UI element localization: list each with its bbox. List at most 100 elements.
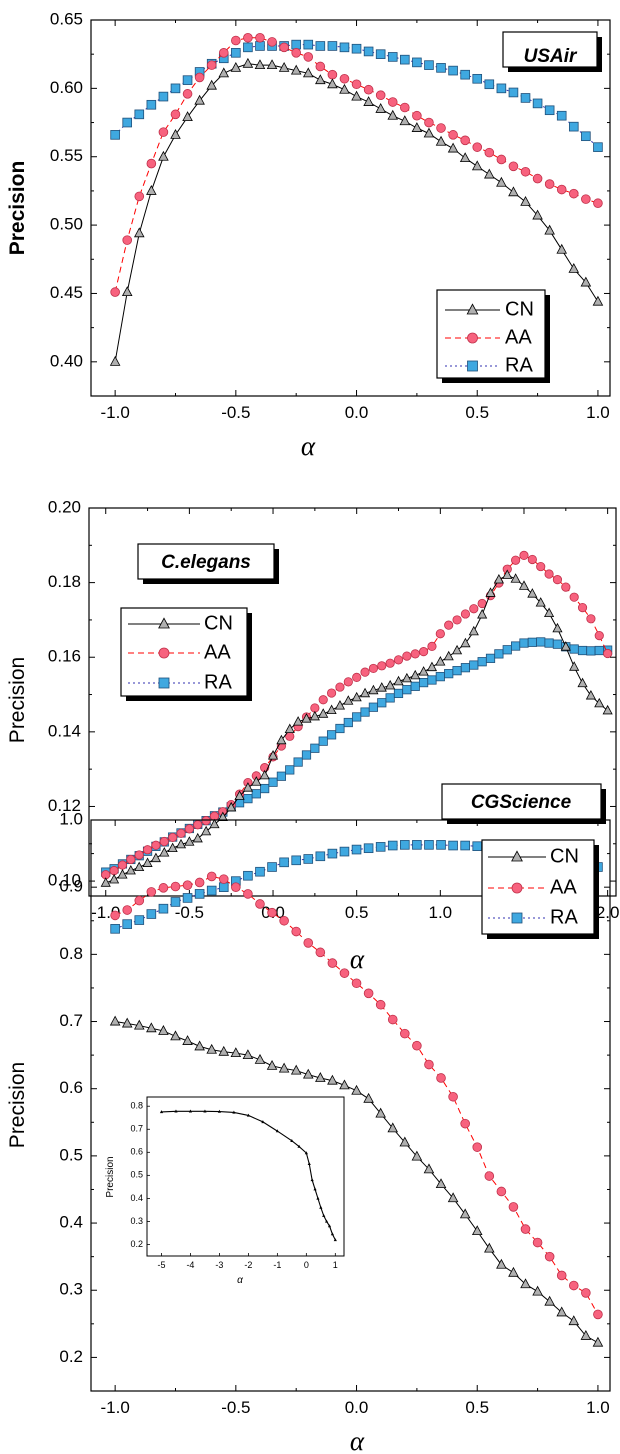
cgscience-legend-cn: CN: [550, 845, 579, 867]
celegans-ra-point: [377, 698, 387, 708]
cgscience-cn-point: [423, 1163, 435, 1174]
usair-cn-point: [218, 67, 230, 78]
cgscience-cn-point: [399, 1136, 411, 1147]
celegans-cn-point: [569, 661, 580, 671]
usair-aa-point: [134, 191, 145, 202]
celegans-ra-point: [444, 669, 454, 679]
celegans-aa-point: [586, 614, 596, 624]
cgscience-ra-point: [412, 840, 422, 850]
cgscience-axes-box: [90, 819, 611, 1392]
cgscience-ra-point: [460, 840, 470, 851]
cgscience-cn-point: [351, 1084, 362, 1095]
usair-aa-point: [231, 35, 241, 46]
cgscience-ra-point: [400, 840, 410, 850]
panel-cgscience: -1.0 -0.5 0.0 0.5 1.0 0.2 0.3 0.4 0.5 0.6 0.7 0.8 0.…: [6, 783, 611, 1454]
cgscience-cn-point: [496, 1258, 507, 1269]
inset-point: [203, 1109, 207, 1113]
cgscience-aa-point: [170, 881, 181, 892]
usair-cn-point: [544, 224, 555, 235]
cgscience-aa-line: [114, 875, 599, 1315]
usair-aa-point: [339, 73, 350, 84]
cgscience-cn-point: [194, 1040, 205, 1051]
celegans-cn-point: [309, 710, 320, 721]
cgscience-aa-point: [484, 1171, 495, 1181]
inset-point: [325, 1219, 329, 1223]
celegans-aa-point: [402, 651, 412, 661]
celegans-cn-point: [544, 607, 555, 617]
inset-point: [330, 1232, 335, 1236]
celegans-cn-point: [175, 838, 187, 849]
celegans-aa-point: [134, 850, 144, 860]
usair-aa-point: [122, 235, 133, 245]
celegans-ra-point: [368, 702, 379, 712]
usair-cn-point: [290, 64, 302, 75]
celegans-aa-point: [117, 860, 128, 870]
y-tick-label: 0.40: [50, 351, 83, 370]
legend-marker-ra: [158, 677, 170, 689]
usair-cn-point: [133, 227, 145, 238]
celegans-aa-point: [435, 629, 445, 639]
celegans-ra-point: [293, 757, 303, 767]
usair-cn-point: [580, 276, 592, 287]
usair-ra-point: [581, 131, 591, 142]
celegans-aa-point: [184, 824, 194, 834]
celegans-aa-point: [201, 816, 211, 826]
usair-cn-point: [109, 355, 121, 366]
cgscience-tag-box: CGScience: [441, 783, 606, 824]
celegans-cn-point: [276, 734, 287, 745]
celegans-cn-point: [477, 609, 488, 619]
usair-ra-point: [231, 48, 241, 58]
usair-series-cn: [109, 57, 604, 366]
cgscience-aa-point: [400, 1028, 410, 1039]
usair-aa-point: [182, 89, 193, 99]
usair-aa-point: [496, 154, 507, 165]
inset-frame: [146, 1096, 345, 1257]
usair-aa-point: [110, 287, 120, 297]
cgscience-cn-point: [508, 1266, 519, 1277]
celegans-cn-point: [301, 713, 312, 723]
usair-aa-point: [315, 61, 326, 72]
celegans-cn-point: [368, 684, 379, 695]
celegans-axes-box: [88, 507, 617, 897]
inset-y-tick-label: 0.6: [130, 1147, 143, 1157]
celegans-cn-point: [267, 750, 279, 760]
usair-aa-point: [327, 69, 338, 80]
celegans-cn-point: [535, 597, 546, 607]
cgscience-cn-point: [218, 1045, 230, 1056]
inset-point: [307, 1162, 311, 1166]
inset-axis-ticks: -5 -4 -3 -2 -1 0 1 0.2 0.3 0.4 0.5 0.6 0.7 0.8: [130, 1101, 337, 1270]
cgscience-cn-point: [230, 1047, 242, 1058]
celegans-ra-point: [310, 743, 320, 753]
celegans-cn-point: [351, 691, 362, 702]
cgscience-axis-ticks: -1.0 -0.5 0.0 0.5 1.0 0.2 0.3 0.4 0.5 0.6 0.7 0.8 0.…: [59, 809, 610, 1417]
cgscience-aa-point: [267, 907, 277, 918]
inset-point: [275, 1129, 279, 1133]
cgscience-legend-aa: AA: [550, 876, 577, 898]
celegans-aa-point: [176, 828, 186, 838]
celegans-aa-point: [577, 603, 588, 613]
usair-cn-point: [520, 195, 531, 206]
celegans-ra-point: [343, 717, 353, 728]
usair-ra-point: [568, 121, 579, 132]
inset-x-tick-label: -5: [157, 1260, 165, 1270]
usair-ra-point: [520, 93, 531, 103]
celegans-cn-point: [426, 661, 438, 672]
celegans-aa-point: [527, 554, 537, 565]
celegans-ra-point: [419, 678, 429, 688]
celegans-y-axis-label: Precision: [6, 657, 29, 743]
cgscience-ra-point: [424, 840, 434, 850]
celegans-cn-point: [142, 857, 153, 867]
usair-ra-point: [255, 41, 265, 51]
celegans-cn-point: [510, 573, 521, 583]
cgscience-aa-point: [327, 958, 338, 968]
usair-ra-point: [532, 98, 543, 109]
x-tick-label: -0.5: [221, 403, 250, 422]
celegans-cn-point: [125, 864, 136, 875]
y-tick-label: 0.9: [59, 877, 83, 896]
usair-axes-box: [90, 19, 611, 397]
y-tick-label: 0.50: [50, 215, 83, 234]
usair-aa-point: [424, 117, 434, 128]
usair-tag-box: USAir: [502, 31, 602, 72]
y-tick-label: 0.5: [59, 1145, 83, 1164]
usair-cn-point: [351, 90, 362, 101]
